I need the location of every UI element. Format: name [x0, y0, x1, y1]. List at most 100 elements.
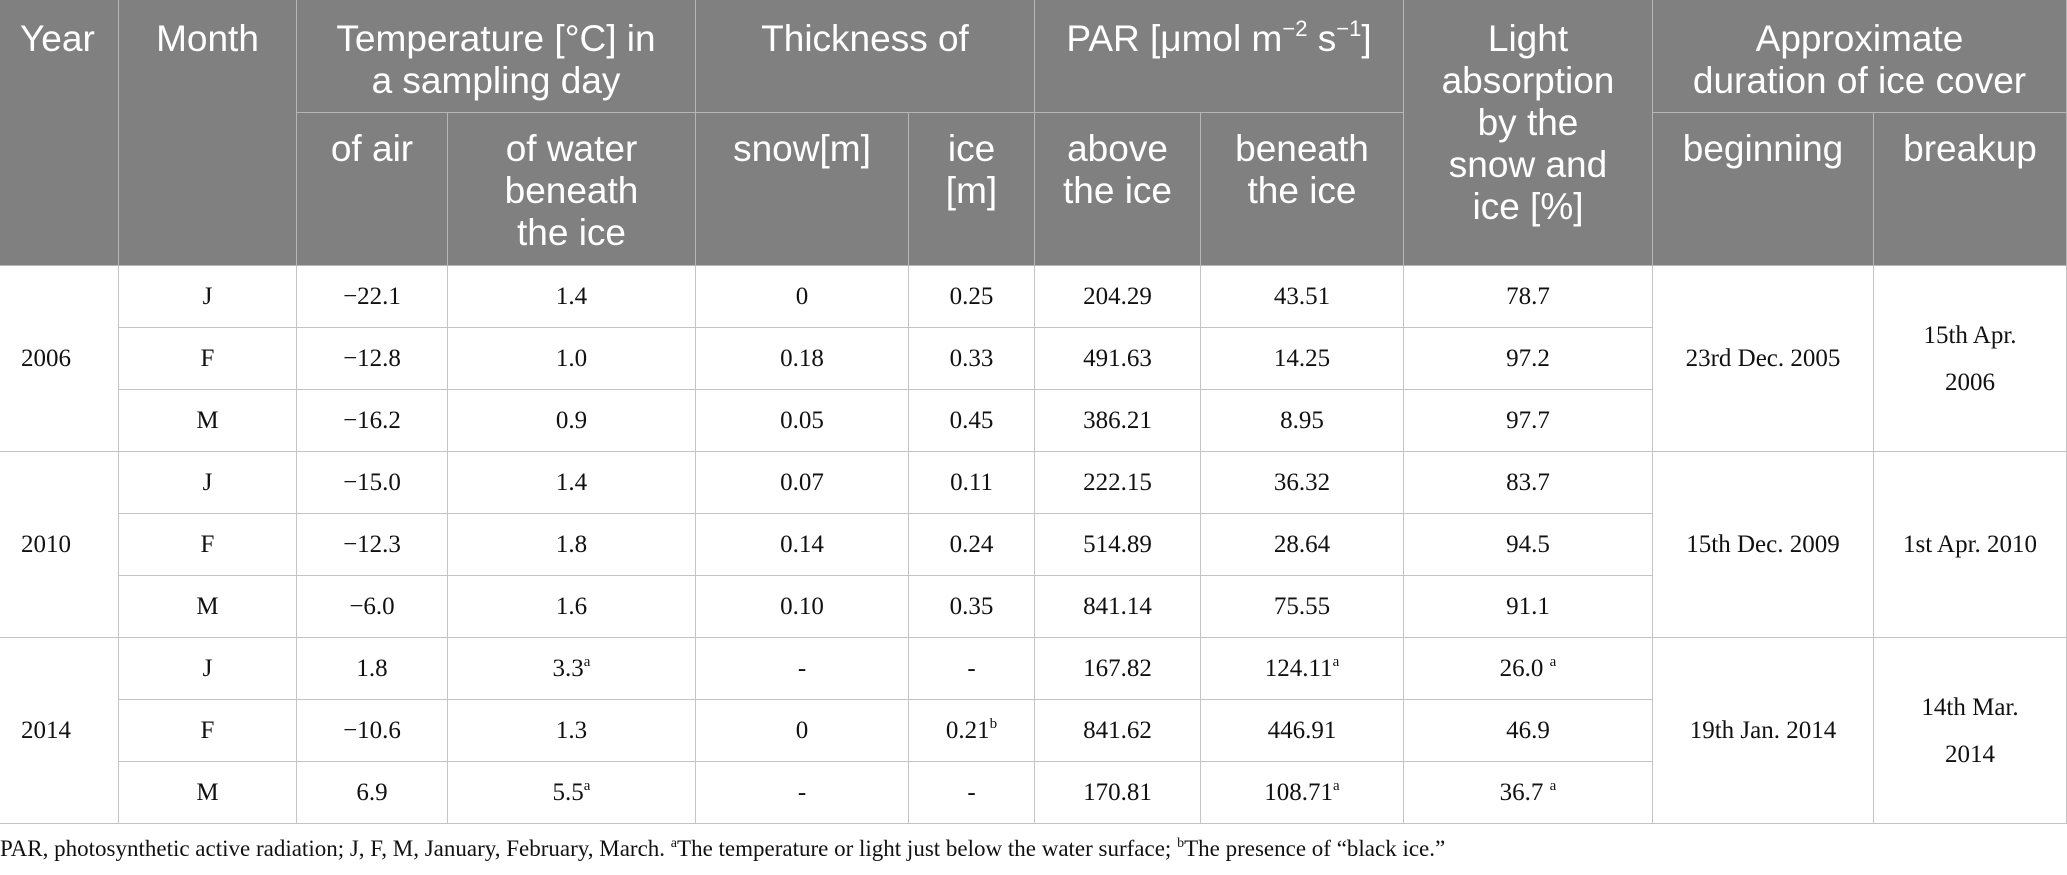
footnote-marker: a: [1332, 654, 1340, 670]
above-value: 386.21: [1083, 407, 1152, 434]
cell-text: 222.15: [1083, 459, 1152, 506]
ice-cover-beginning-cell: 15th Dec. 2009: [1653, 452, 1874, 638]
light-value: 83.7: [1506, 469, 1550, 496]
cell-text: 1.8: [356, 645, 387, 692]
cell-text: 0.25: [950, 273, 994, 320]
footnote-marker: a: [1549, 778, 1557, 794]
footnote-mark-a: a: [670, 836, 678, 851]
cell-text: 1st Apr. 2010: [1903, 521, 2037, 568]
cell-beneath: 43.51: [1201, 266, 1404, 328]
cell-text: −12.3: [343, 521, 401, 568]
breakup-value: 1st Apr. 2010: [1902, 531, 2038, 558]
cell-text: 36.7 a: [1500, 769, 1557, 816]
light-absorption-header: Light absorption by the snow and ice [%]: [1404, 0, 1653, 266]
cell-water: 0.9: [448, 390, 696, 452]
cell-text: 446.91: [1268, 707, 1337, 754]
cell-text: 0.05: [780, 397, 824, 444]
beginning-value: 23rd Dec. 2005: [1685, 345, 1841, 372]
cell-snow: -: [696, 638, 909, 700]
data-table: Year Month Temperature [°C] in a samplin…: [0, 0, 2067, 824]
cell-text: −16.2: [343, 397, 401, 444]
cell-text: 0.10: [780, 583, 824, 630]
cell-beneath: 36.32: [1201, 452, 1404, 514]
cell-text: 91.1: [1506, 583, 1550, 630]
snow-value: 0: [795, 717, 809, 744]
cell-snow: 0: [696, 266, 909, 328]
cell-text: 8.95: [1280, 397, 1324, 444]
cell-beneath: 446.91: [1201, 700, 1404, 762]
cell-text: F: [201, 707, 215, 754]
month-value: J: [202, 469, 213, 496]
footnote-marker: a: [1549, 654, 1557, 670]
cell-air: −12.8: [297, 328, 448, 390]
footnote-marker: a: [583, 654, 591, 670]
cell-above: 491.63: [1035, 328, 1201, 390]
beneath-value: 8.95: [1280, 407, 1324, 434]
cell-light: 78.7: [1404, 266, 1653, 328]
cell-text: -: [967, 769, 975, 816]
cell-month: F: [119, 328, 297, 390]
water-value: 1.3: [555, 717, 588, 744]
year-value: 2006: [21, 345, 71, 372]
above-value: 841.62: [1083, 717, 1152, 744]
cell-text: 94.5: [1506, 521, 1550, 568]
cell-text: 1.0: [556, 335, 587, 382]
ice-value: -: [967, 779, 976, 806]
cell-text: 0.33: [950, 335, 994, 382]
ice-value: 0.24: [949, 531, 994, 558]
light-value: 46.9: [1506, 717, 1550, 744]
cell-text: 46.9: [1506, 707, 1550, 754]
air-value: −15.0: [343, 469, 401, 496]
water-value: 5.5: [552, 779, 584, 806]
cell-text: 0.21b: [946, 707, 997, 754]
snow-value: -: [797, 779, 807, 806]
cell-above: 841.14: [1035, 576, 1201, 638]
water-temperature-header: of water beneath the ice: [448, 113, 696, 266]
cell-text: 108.71a: [1264, 769, 1339, 816]
ice-cover-breakup-header: breakup: [1874, 113, 2067, 266]
snow-value: 0.05: [780, 407, 824, 434]
cell-text: -: [798, 769, 806, 816]
cell-text: 170.81: [1083, 769, 1152, 816]
cell-month: J: [119, 638, 297, 700]
beneath-value: 28.64: [1273, 531, 1331, 558]
cell-light: 26.0 a: [1404, 638, 1653, 700]
cell-month: J: [119, 452, 297, 514]
footnote-marker: b: [989, 716, 998, 732]
par-above-header: above the ice: [1035, 113, 1201, 266]
air-temperature-header: of air: [297, 113, 448, 266]
light-value: 94.5: [1506, 531, 1550, 558]
footnote-mark-b: b: [1177, 836, 1185, 851]
ice-value: 0.35: [949, 593, 994, 620]
cell-text: 1.6: [556, 583, 587, 630]
cell-above: 204.29: [1035, 266, 1201, 328]
ice-cover-beginning-header: beginning: [1653, 113, 1874, 266]
cell-light: 46.9: [1404, 700, 1653, 762]
water-value: 3.3: [552, 655, 584, 682]
cell-light: 94.5: [1404, 514, 1653, 576]
cell-air: 6.9: [297, 762, 448, 824]
cell-snow: 0.14: [696, 514, 909, 576]
cell-text: 83.7: [1506, 459, 1550, 506]
month-value: M: [196, 593, 219, 620]
ice-cover-breakup-cell: 1st Apr. 2010: [1874, 452, 2067, 638]
cell-text: -: [967, 645, 975, 692]
cell-text: -: [798, 645, 806, 692]
water-value: 1.6: [555, 593, 588, 620]
cell-text: 1.4: [556, 459, 587, 506]
cell-above: 170.81: [1035, 762, 1201, 824]
cell-text: 97.2: [1506, 335, 1550, 382]
cell-ice: 0.21b: [909, 700, 1035, 762]
cell-water: 1.0: [448, 328, 696, 390]
cell-text: 0: [796, 273, 809, 320]
cell-water: 1.3: [448, 700, 696, 762]
cell-ice: 0.25: [909, 266, 1035, 328]
cell-text: 23rd Dec. 2005: [1686, 335, 1841, 382]
ice-value: -: [967, 655, 976, 682]
cell-month: M: [119, 762, 297, 824]
air-value: −6.0: [349, 593, 395, 620]
cell-text: 1.4: [556, 273, 587, 320]
water-value: 1.0: [555, 345, 588, 372]
air-value: −16.2: [343, 407, 401, 434]
ice-cover-duration-header: Approximate duration of ice cover: [1653, 0, 2067, 113]
